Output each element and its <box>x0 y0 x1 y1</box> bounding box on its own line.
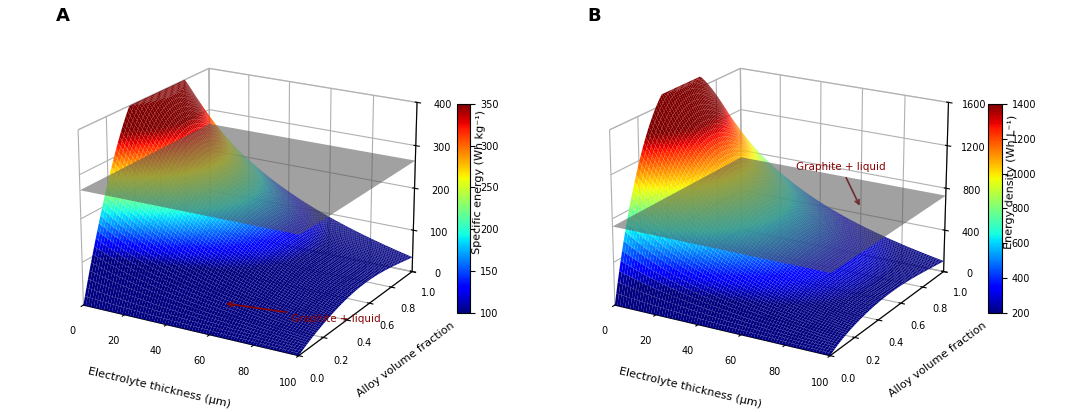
Y-axis label: Alloy volume fraction: Alloy volume fraction <box>355 320 457 399</box>
Y-axis label: Alloy volume fraction: Alloy volume fraction <box>887 320 988 399</box>
X-axis label: Electrolyte thickness (μm): Electrolyte thickness (μm) <box>618 366 762 409</box>
Text: B: B <box>588 7 602 25</box>
Text: Graphite + liquid: Graphite + liquid <box>796 162 886 204</box>
Text: A: A <box>56 7 70 25</box>
Text: Graphite + liquid: Graphite + liquid <box>228 302 381 324</box>
X-axis label: Electrolyte thickness (μm): Electrolyte thickness (μm) <box>86 366 231 409</box>
